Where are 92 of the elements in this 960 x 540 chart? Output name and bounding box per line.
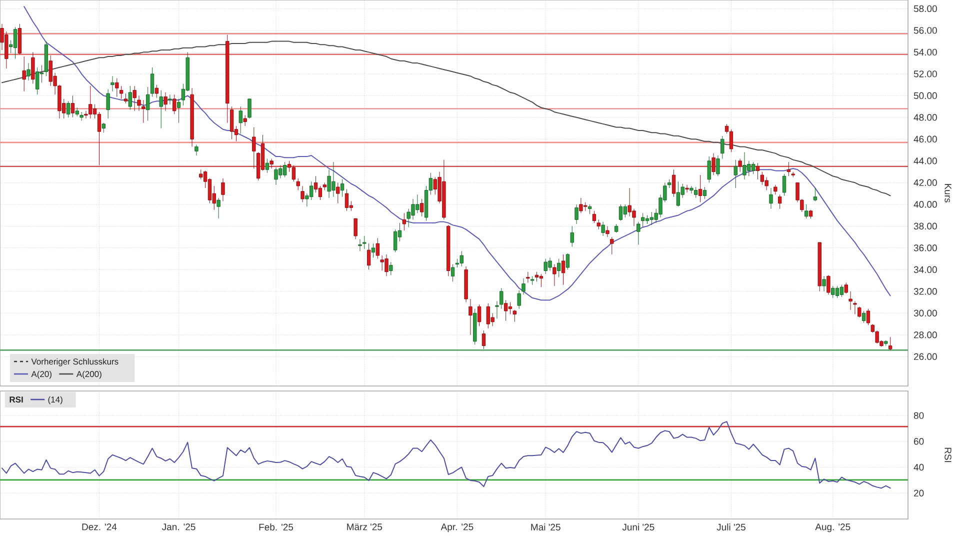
candlestick bbox=[216, 198, 220, 219]
candlestick bbox=[31, 52, 35, 84]
candlestick bbox=[190, 88, 194, 148]
y-tick-label: 80 bbox=[914, 412, 924, 419]
candlestick bbox=[221, 178, 225, 202]
x-tick-label: Jan. '25 bbox=[162, 524, 196, 530]
y-tick-label: 48.00 bbox=[914, 114, 937, 121]
candlestick bbox=[159, 90, 163, 129]
y-tick-label: 28.00 bbox=[914, 332, 937, 338]
candlestick bbox=[804, 204, 808, 219]
candlestick bbox=[137, 95, 141, 112]
candlestick bbox=[734, 160, 738, 188]
candlestick bbox=[588, 204, 592, 214]
y-tick-label: 20 bbox=[914, 490, 924, 496]
x-tick-label: Juni '25 bbox=[622, 524, 654, 530]
candlestick bbox=[574, 204, 578, 224]
x-tick-label: Feb. '25 bbox=[259, 524, 294, 530]
legend-label: Vorheriger Schlusskurs bbox=[31, 358, 118, 366]
y-tick-label: 26.00 bbox=[914, 353, 937, 360]
candlestick bbox=[358, 238, 362, 252]
y-tick-label: 54.00 bbox=[914, 48, 937, 56]
candlestick bbox=[446, 224, 450, 276]
y-tick-label: 44.00 bbox=[914, 158, 937, 164]
x-tick-label: Apr. '25 bbox=[440, 524, 474, 532]
candlestick bbox=[826, 274, 830, 295]
candlestick bbox=[22, 56, 26, 92]
candlestick bbox=[13, 26, 18, 59]
candlestick bbox=[464, 266, 468, 303]
candlestick bbox=[552, 264, 556, 286]
y-tick-label: 60 bbox=[914, 438, 924, 445]
y-axis-title: RSI bbox=[944, 448, 952, 462]
y-axis-title: Kurs bbox=[944, 184, 952, 202]
candlestick bbox=[778, 194, 782, 210]
candlestick bbox=[835, 286, 840, 298]
candlestick bbox=[650, 212, 654, 226]
x-tick-label: März '25 bbox=[347, 524, 382, 530]
y-tick-label: 46.00 bbox=[914, 136, 937, 143]
candlestick bbox=[848, 291, 852, 310]
candlestick bbox=[769, 188, 773, 210]
candlestick bbox=[716, 155, 720, 176]
candlestick bbox=[142, 100, 146, 124]
y-tick-label: 30.00 bbox=[914, 310, 937, 316]
y-tick-label: 58.00 bbox=[914, 5, 937, 12]
candlestick bbox=[164, 92, 168, 112]
y-tick-label: 34.00 bbox=[914, 266, 937, 274]
legend-label: A(20) bbox=[31, 370, 52, 379]
x-tick-label: Juli '25 bbox=[716, 524, 746, 530]
candlestick bbox=[853, 300, 857, 314]
candlestick bbox=[822, 276, 826, 292]
y-tick-label: 42.00 bbox=[914, 179, 937, 186]
candlestick bbox=[698, 174, 702, 202]
y-tick-label: 36.00 bbox=[914, 244, 937, 252]
candlestick bbox=[300, 186, 304, 202]
candlestick bbox=[106, 88, 110, 119]
y-tick-label: 38.00 bbox=[914, 222, 937, 230]
y-tick-label: 52.00 bbox=[914, 70, 937, 78]
x-tick-label: Dez. '24 bbox=[82, 524, 117, 530]
candlestick bbox=[124, 93, 128, 104]
y-tick-label: 40 bbox=[914, 464, 924, 471]
candlestick bbox=[858, 306, 862, 318]
legend-title: RSI bbox=[10, 396, 23, 403]
candlestick bbox=[606, 226, 610, 238]
candlestick bbox=[168, 94, 172, 105]
candlestick bbox=[468, 298, 472, 336]
candlestick bbox=[712, 153, 716, 176]
candlestick bbox=[522, 278, 526, 295]
candlestick bbox=[738, 158, 742, 172]
legend-label: (14) bbox=[48, 396, 62, 404]
candlestick bbox=[685, 184, 689, 193]
legend-label: A(200) bbox=[76, 370, 102, 379]
candlestick bbox=[601, 222, 605, 236]
candlestick bbox=[610, 236, 614, 255]
candlestick bbox=[226, 34, 230, 124]
candlestick bbox=[26, 62, 30, 81]
candlestick bbox=[80, 112, 84, 121]
candlestick bbox=[561, 254, 566, 286]
x-tick-label: Aug. '25 bbox=[815, 524, 850, 532]
candlestick bbox=[862, 310, 866, 324]
candlestick bbox=[110, 76, 114, 92]
candlestick bbox=[402, 212, 406, 231]
candlestick bbox=[146, 86, 150, 121]
candlestick bbox=[495, 300, 499, 319]
y-tick-label: 50.00 bbox=[914, 92, 937, 100]
y-tick-label: 32.00 bbox=[914, 288, 937, 295]
candlestick bbox=[539, 274, 544, 288]
candlestick bbox=[362, 236, 366, 250]
candlestick bbox=[97, 112, 102, 166]
x-tick-label: Mai '25 bbox=[531, 524, 560, 530]
candlestick bbox=[194, 144, 198, 156]
y-tick-label: 56.00 bbox=[914, 27, 937, 34]
y-tick-label: 40.00 bbox=[914, 201, 937, 208]
candlestick bbox=[252, 126, 256, 169]
